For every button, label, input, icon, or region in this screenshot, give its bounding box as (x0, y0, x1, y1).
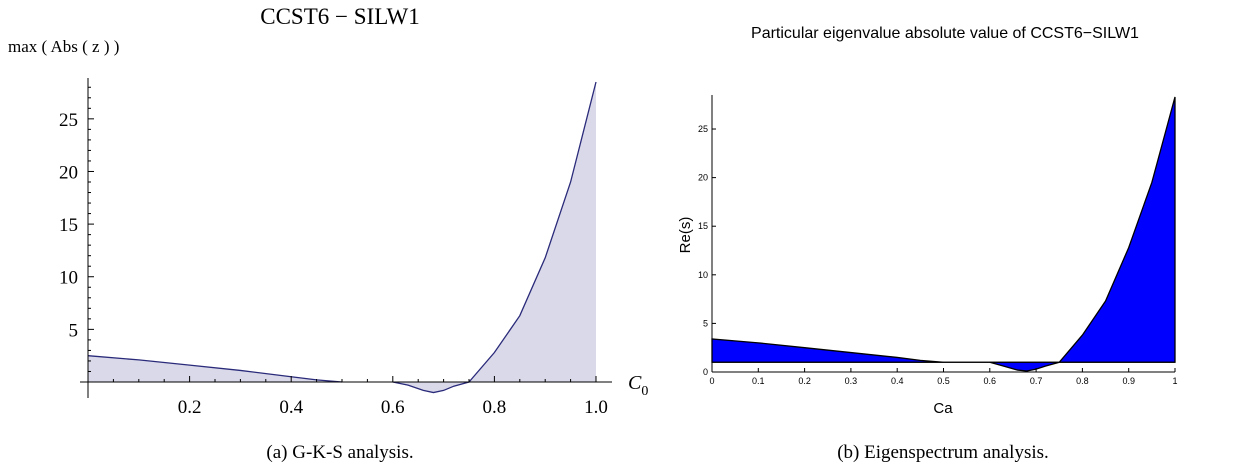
chart-b-y-tick-label: 0 (703, 367, 708, 377)
chart-a-caption: (a) G-K-S analysis. (266, 442, 413, 463)
chart-b-x-tick-label: 0.5 (937, 376, 950, 386)
chart-b-caption: (b) Eigenspectrum analysis. (837, 442, 1049, 463)
chart-b-x-tick-label: 1 (1172, 376, 1177, 386)
chart-b-y-tick-label: 20 (698, 173, 708, 183)
chart-b-x-tick-label: 0 (709, 376, 714, 386)
chart-b-x-tick-label: 0.4 (891, 376, 904, 386)
chart-a-xlabel: C0 (628, 372, 648, 399)
chart-b-x-tick-label: 0.8 (1076, 376, 1089, 386)
chart-a-y-tick-label: 5 (69, 320, 79, 341)
chart-b-x-tick-label: 0.1 (752, 376, 765, 386)
chart-b-ylabel: Re(s) (677, 217, 694, 254)
chart-a-y-tick-label: 25 (59, 110, 78, 131)
chart-b-x-tick-label: 0.7 (1030, 376, 1043, 386)
chart-b-x-tick-label: 0.6 (984, 376, 997, 386)
chart-b: Particular eigenvalue absolute value of … (677, 25, 1178, 463)
chart-a-areas (87, 81, 597, 394)
chart-a-series-line-2 (392, 81, 597, 394)
chart-a-y-tick-label: 15 (59, 215, 78, 236)
chart-a: CCST6 − SILW1 max ( Abs ( z ) ) C0 0.2 0.… (8, 4, 648, 463)
chart-b-x-tick-label: 0.3 (845, 376, 858, 386)
chart-a-y-tick-label: 20 (59, 162, 78, 183)
chart-b-y-tick-label: 25 (698, 124, 708, 134)
chart-a-x-tick-label: 1.0 (584, 397, 608, 418)
chart-a-y-tick-label: 10 (59, 268, 78, 289)
chart-b-area-fill (711, 96, 1176, 372)
chart-a-area-fill-2 (392, 82, 596, 393)
chart-a-x-tick-label: 0.8 (483, 397, 507, 418)
chart-a-title: CCST6 − SILW1 (260, 4, 420, 29)
chart-b-title: Particular eigenvalue absolute value of … (751, 25, 1139, 42)
chart-b-y-tick-label: 5 (703, 318, 708, 328)
chart-b-xlabel: Ca (933, 400, 953, 417)
chart-a-ylabel: max ( Abs ( z ) ) (8, 37, 119, 56)
chart-a-x-tick-label: 0.4 (279, 397, 303, 418)
chart-b-y-tick-label: 15 (698, 221, 708, 231)
chart-b-x-tick-label: 0.9 (1122, 376, 1135, 386)
chart-b-x-tick-label: 0.2 (798, 376, 811, 386)
chart-b-areas (711, 96, 1176, 372)
chart-b-y-tick-label: 10 (698, 270, 708, 280)
chart-a-axes: 0.2 0.4 0.6 0.8 1.0 5 10 15 20 25 (59, 78, 612, 418)
chart-a-x-tick-label: 0.6 (381, 397, 405, 418)
chart-a-x-tick-label: 0.2 (178, 397, 202, 418)
